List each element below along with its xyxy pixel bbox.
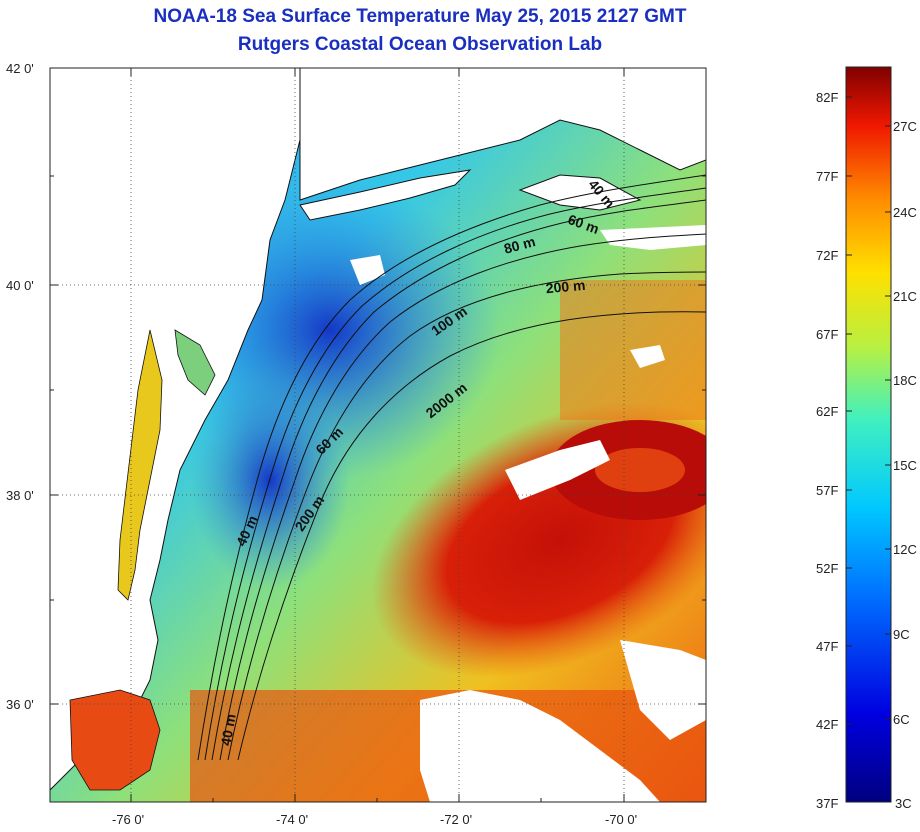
lat-tick-label: 40 0'	[6, 278, 34, 293]
lon-ticks	[130, 68, 625, 802]
land-new-england	[299, 68, 706, 201]
lon-tick-label: -72 0'	[440, 812, 472, 827]
contour-label: 40 m	[218, 713, 239, 747]
delaware-bay	[174, 329, 216, 396]
cloud-patches	[230, 225, 706, 802]
land-long-island	[299, 169, 472, 221]
lon-tick-label: -74 0'	[276, 812, 308, 827]
depth-contours	[197, 174, 706, 761]
pamlico-sound	[69, 689, 161, 791]
warm-eddy-center	[595, 448, 685, 492]
lon-tick-label: -70 0'	[605, 812, 637, 827]
contour-label: 80 m	[502, 233, 537, 257]
lat-tick-label: 38 0'	[6, 488, 34, 503]
contour-label: 200 m	[545, 277, 586, 296]
lat-tick-label: 42 0'	[6, 61, 34, 76]
map-frame	[49, 67, 707, 803]
chesapeake-bay	[117, 329, 163, 601]
map-title: NOAA-18 Sea Surface Temperature May 25, …	[153, 6, 687, 27]
lat-tick-label: 36 0'	[6, 697, 34, 712]
graticule	[50, 68, 706, 802]
lon-tick-label: -76 0'	[112, 812, 144, 827]
map-subtitle: Rutgers Coastal Ocean Observation Lab	[237, 34, 603, 55]
land-cape-cod	[518, 174, 642, 211]
lat-ticks	[50, 67, 706, 705]
